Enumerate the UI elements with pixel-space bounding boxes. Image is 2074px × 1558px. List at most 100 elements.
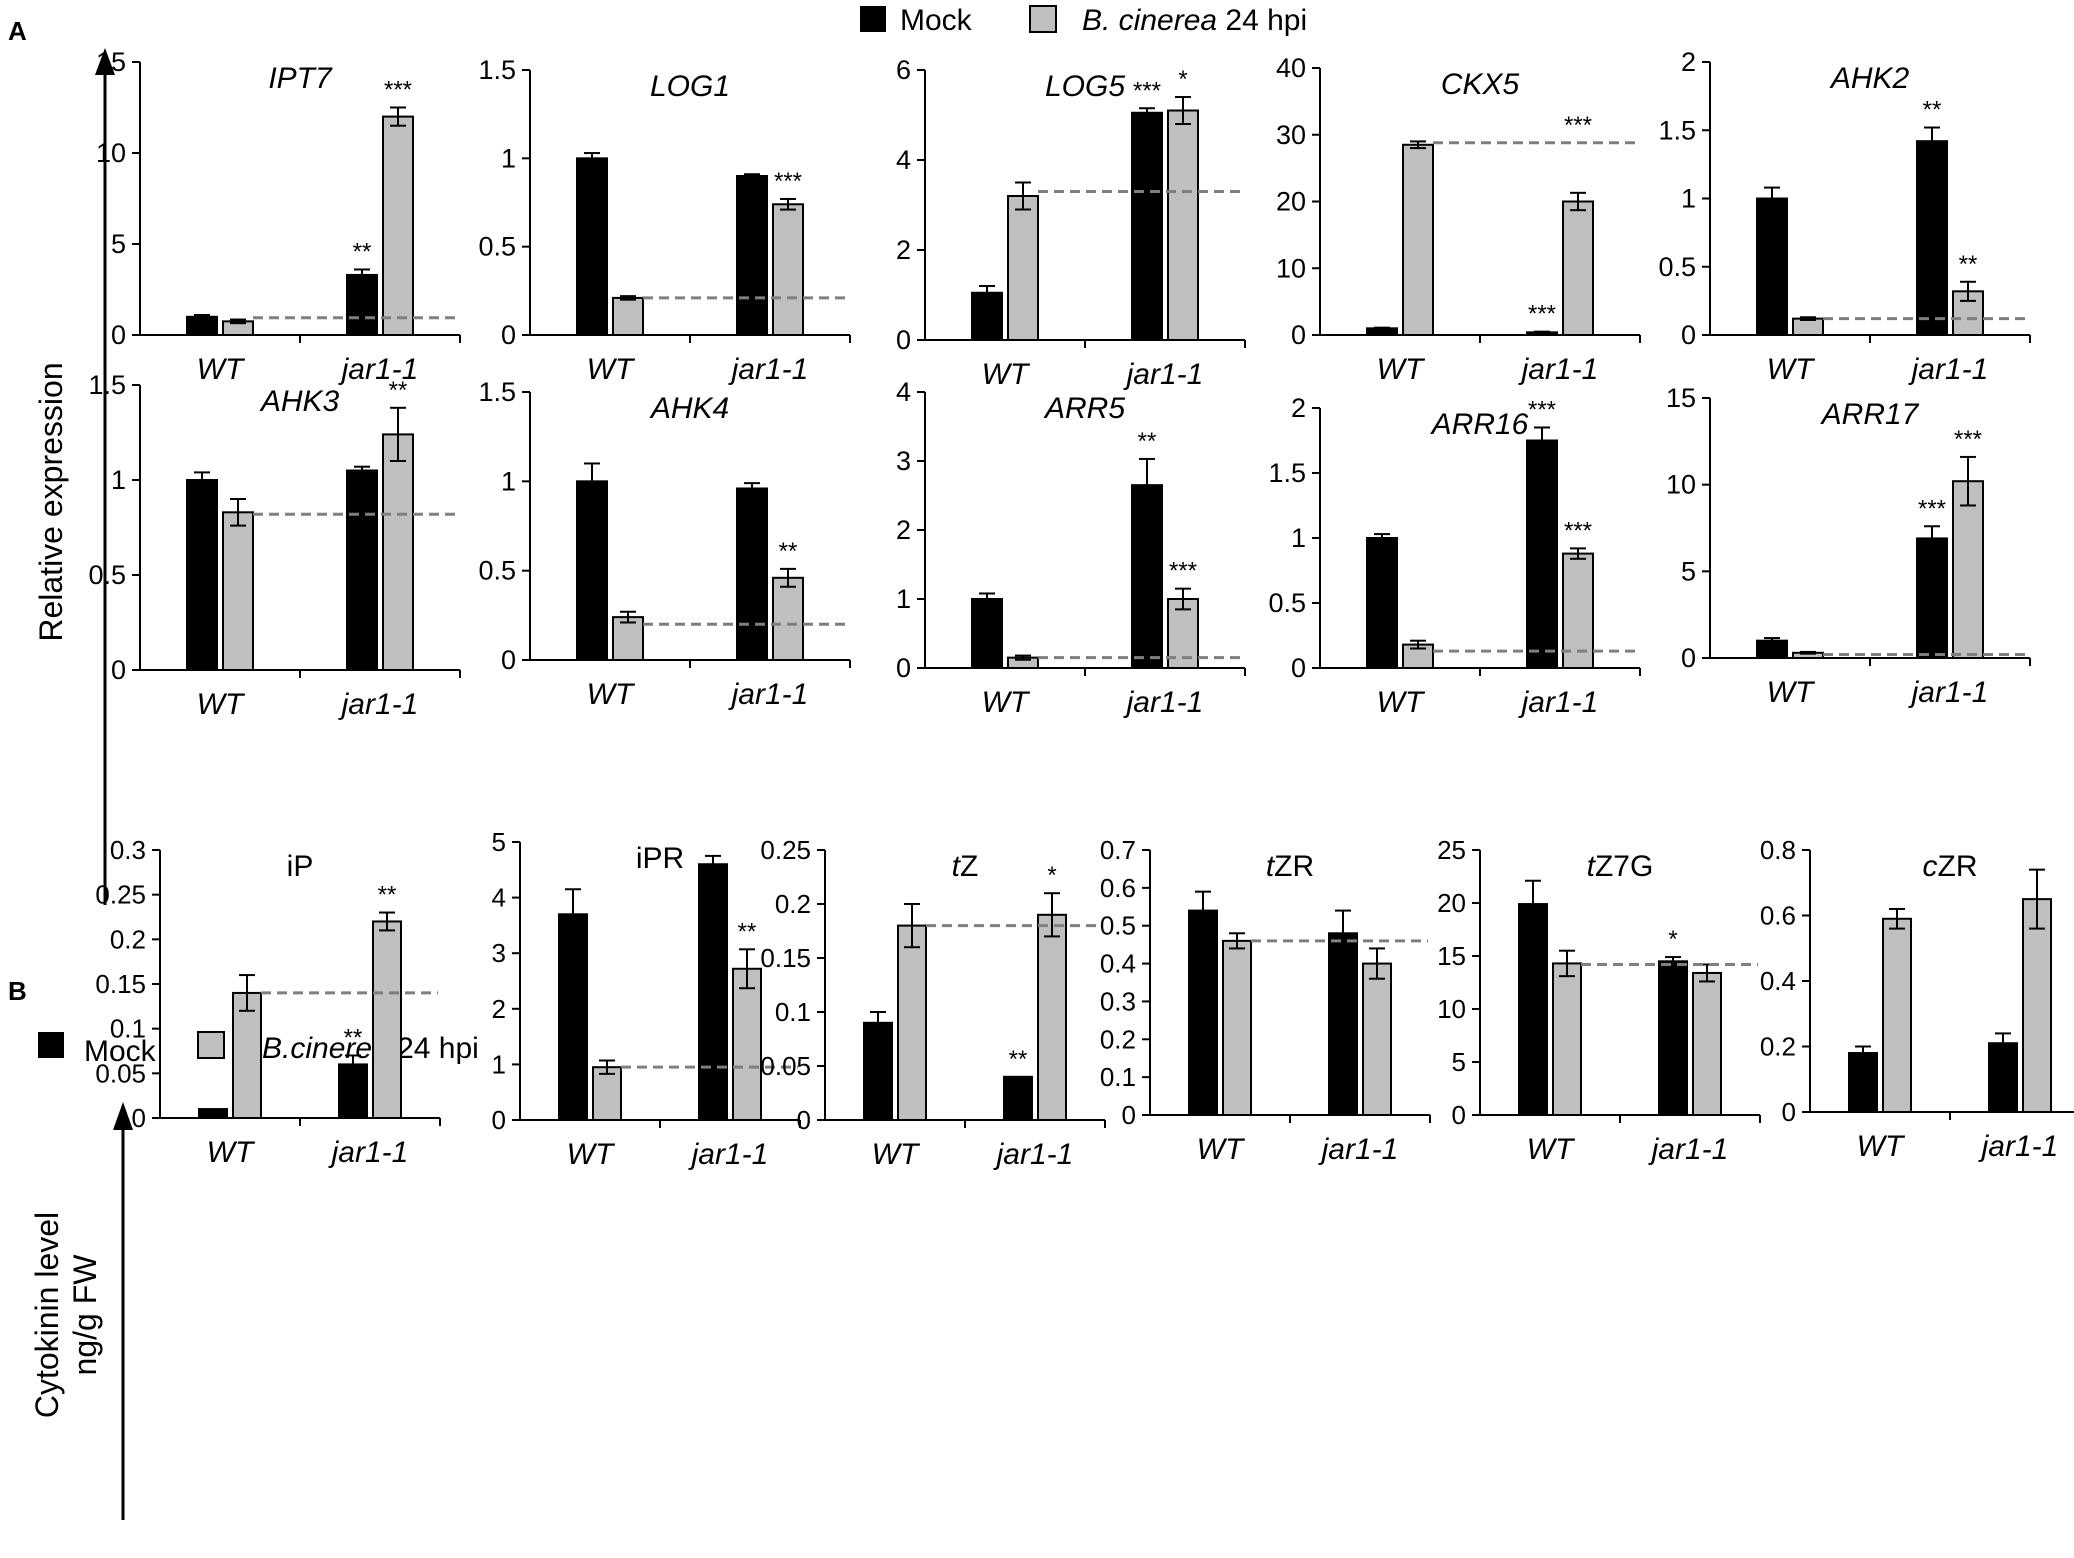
legend-a-mock-swatch — [860, 6, 886, 32]
arr16-ytick-label: 0.5 — [1268, 588, 1306, 618]
ipt7-title: IPT7 — [268, 62, 333, 95]
ahk4-title: AHK4 — [649, 392, 729, 425]
panel-label-a: A — [8, 16, 27, 46]
legend-a-mock-label: Mock — [900, 4, 973, 37]
tz-bar-jar1-1-mock — [1003, 1075, 1033, 1122]
tz-ytick-label: 0.2 — [775, 889, 811, 919]
czr-title: cZR — [1923, 850, 1978, 883]
ckx5-ytick-label: 0 — [1291, 320, 1306, 350]
ip-bar-jar1-1-infected — [372, 920, 402, 1120]
ipt7-significance-label: *** — [384, 77, 412, 104]
ckx5-bar-wt-infected — [1402, 143, 1434, 336]
ahk2-ytick-label: 1 — [1681, 184, 1696, 214]
log5-significance-label: * — [1178, 66, 1187, 93]
ip-ytick-label: 0.3 — [110, 835, 146, 865]
ahk2-bar-wt-mock — [1756, 197, 1788, 336]
arr5-ytick-label: 3 — [896, 446, 911, 476]
czr-bar-wt-infected — [1882, 917, 1912, 1114]
tz-ytick-label: 0.1 — [775, 997, 811, 1027]
log5-category-label: jar1-1 — [1123, 358, 1204, 391]
ip-bar-wt-mock — [198, 1108, 228, 1119]
log1-bar-wt-infected — [612, 296, 644, 336]
y-axis-arrowhead-a — [95, 48, 115, 75]
ahk2-category-label: WT — [1767, 353, 1816, 386]
ip-bar-wt-infected — [232, 991, 262, 1120]
ahk2-ytick-label: 0.5 — [1658, 252, 1696, 282]
arr5-ytick-label: 1 — [896, 584, 911, 614]
ip-category-label: jar1-1 — [328, 1136, 409, 1169]
ip-ytick-label: 0 — [132, 1103, 146, 1133]
tz-category-label: WT — [872, 1138, 921, 1171]
ahk3-title: AHK3 — [259, 385, 340, 418]
log1-title: LOG1 — [650, 70, 730, 103]
tz7g-ytick-label: 5 — [1452, 1047, 1466, 1077]
ckx5-ytick-label: 30 — [1276, 120, 1306, 150]
tz7g-title: tZ7G — [1587, 850, 1654, 883]
ahk3-ytick-label: 1.5 — [88, 370, 126, 400]
chart-ckx5: 0 10 20 30 40 CKX5 WT jar1-1 *** *** — [1276, 53, 1641, 386]
czr-ytick-label: 0.2 — [1760, 1032, 1796, 1062]
tz-significance-label: ** — [1009, 1046, 1028, 1073]
arr16-category-label: jar1-1 — [1518, 686, 1599, 719]
arr5-title: ARR5 — [1043, 392, 1125, 425]
chart-log1: 0 0.5 1 1.5 LOG1 WT jar1-1 *** — [478, 55, 851, 386]
arr5-ytick-label: 4 — [896, 377, 911, 407]
arr17-category-label: WT — [1767, 676, 1816, 709]
arr17-significance-label: *** — [1954, 426, 1982, 453]
arr5-significance-label: ** — [1138, 428, 1157, 455]
y-axis-arrowhead-b — [113, 1102, 133, 1130]
log5-ytick-label: 6 — [896, 55, 911, 85]
ipt7-bar-jar1-1-infected — [382, 115, 414, 336]
tzr-category-label: WT — [1197, 1133, 1246, 1166]
arr5-ytick-label: 0 — [896, 653, 911, 683]
ipr-bar-jar1-1-infected — [732, 967, 762, 1121]
ipt7-category-label: jar1-1 — [338, 353, 419, 386]
arr5-category-label: jar1-1 — [1123, 686, 1204, 719]
tzr-bar-jar1-1-infected — [1362, 962, 1392, 1116]
legend-b-mock-swatch — [38, 1032, 64, 1058]
y-label-b-line1: Cytokinin level — [29, 1212, 65, 1418]
tzr-ytick-label: 0.1 — [1100, 1062, 1136, 1092]
ckx5-significance-label: *** — [1564, 112, 1592, 139]
chart-czr: 0 0.2 0.4 0.6 0.8 cZR WT jar1-1 — [1760, 835, 2074, 1163]
czr-ytick-label: 0 — [1782, 1097, 1796, 1127]
tz7g-bar-jar1-1-mock — [1658, 960, 1688, 1116]
tz7g-significance-label: * — [1668, 926, 1677, 953]
log5-significance-label: *** — [1133, 77, 1161, 104]
arr16-significance-label: *** — [1564, 517, 1592, 544]
ahk3-ytick-label: 0 — [111, 655, 126, 685]
log5-ytick-label: 0 — [896, 325, 911, 355]
tz7g-bar-wt-mock — [1518, 903, 1548, 1116]
log5-bar-wt-infected — [1007, 195, 1039, 341]
arr16-category-label: WT — [1377, 686, 1426, 719]
log1-ytick-label: 1.5 — [478, 55, 516, 85]
log1-ytick-label: 0 — [501, 320, 516, 350]
tzr-category-label: jar1-1 — [1318, 1133, 1399, 1166]
ipr-ytick-label: 0 — [492, 1105, 506, 1135]
ckx5-bar-jar1-1-infected — [1562, 200, 1594, 336]
chart-ip: 0 0.05 0.1 0.15 0.2 0.25 0.3 iP WT jar1-1 ** ** — [95, 835, 441, 1169]
tz-bar-wt-mock — [863, 1021, 893, 1121]
chart-ahk4: 0 0.5 1 1.5 AHK4 WT jar1-1 ** — [478, 377, 851, 711]
tzr-ytick-label: 0.2 — [1100, 1024, 1136, 1054]
ipr-category-label: jar1-1 — [688, 1138, 769, 1171]
ipr-title: iPR — [636, 842, 684, 875]
ahk3-category-label: WT — [197, 688, 246, 721]
ahk4-bar-wt-mock — [576, 480, 608, 662]
tzr-ytick-label: 0.3 — [1100, 986, 1136, 1016]
arr5-category-label: WT — [982, 686, 1031, 719]
ip-ytick-label: 0.2 — [110, 924, 146, 954]
ip-ytick-label: 0.25 — [95, 880, 146, 910]
tzr-ytick-label: 0.7 — [1100, 835, 1136, 865]
ckx5-category-label: WT — [1377, 353, 1426, 386]
ipt7-category-label: WT — [197, 353, 246, 386]
ip-ytick-label: 0.1 — [110, 1014, 146, 1044]
ipt7-ytick-label: 5 — [111, 229, 126, 259]
ipt7-significance-label: ** — [353, 238, 372, 265]
tz-title: tZ — [952, 850, 979, 883]
arr17-ytick-label: 15 — [1666, 383, 1696, 413]
arr17-bar-jar1-1-infected — [1952, 480, 1984, 660]
